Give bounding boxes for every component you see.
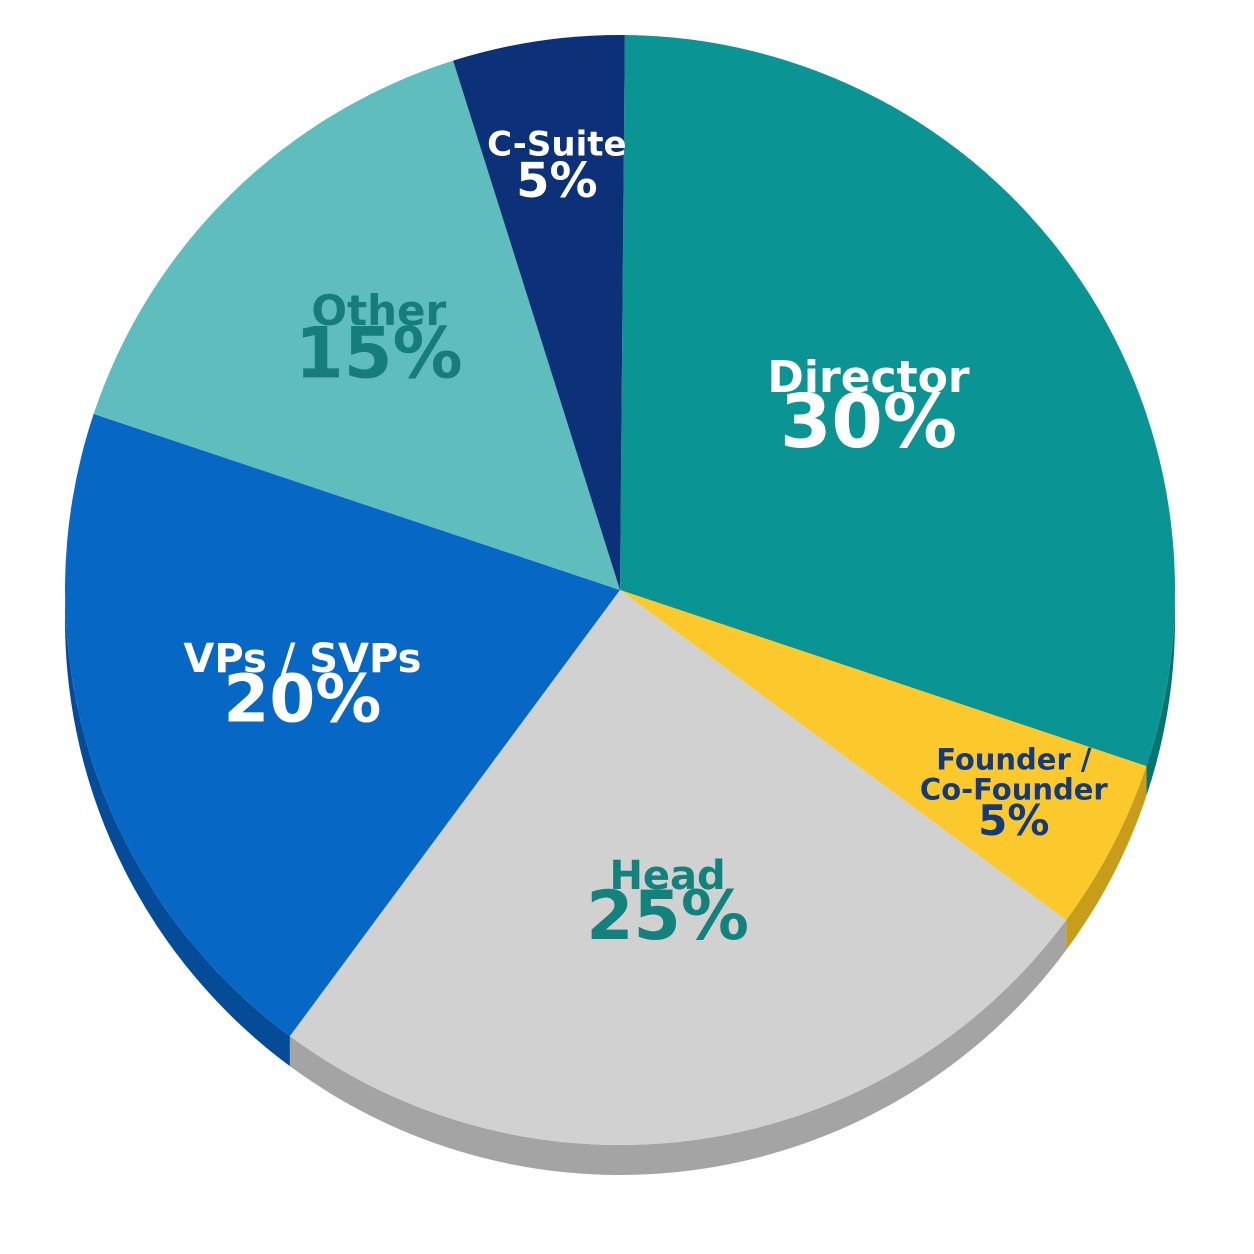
slice-vps-svps[interactable] xyxy=(65,413,621,1037)
slice-name-c-suite: C-Suite xyxy=(487,125,627,165)
slice-side-director xyxy=(1146,590,1175,797)
slice-name-founder-co-founder-line-2: Co-Founder xyxy=(920,773,1109,807)
slice-name-founder-co-founder-line-1: Founder / xyxy=(936,742,1092,776)
slice-value-other: 15% xyxy=(295,312,463,394)
slice-name-director: Director xyxy=(767,352,969,403)
slice-name-other: Other xyxy=(311,286,446,335)
slice-director[interactable] xyxy=(620,35,1175,767)
slice-side-founder-co-founder xyxy=(1066,766,1147,951)
slice-value-head: 25% xyxy=(586,877,749,956)
slice-other[interactable] xyxy=(93,60,621,591)
slice-founder-co-founder[interactable] xyxy=(620,590,1147,921)
slice-head[interactable] xyxy=(289,590,1067,1145)
slice-name-vps-svps: VPs / SVPs xyxy=(183,636,421,682)
slice-c-suite[interactable] xyxy=(453,35,625,590)
slice-value-director: 30% xyxy=(780,379,957,465)
slice-side-vps-svps xyxy=(65,590,290,1067)
pie-slice-layer xyxy=(65,35,1175,1145)
slice-value-founder-co-founder: 5% xyxy=(978,796,1049,845)
slice-side-head xyxy=(289,920,1067,1175)
pie-depth-layer xyxy=(65,590,1175,1175)
slice-name-head: Head xyxy=(609,853,725,899)
slice-value-vps-svps: 20% xyxy=(223,661,381,738)
slice-value-c-suite: 5% xyxy=(516,153,598,209)
